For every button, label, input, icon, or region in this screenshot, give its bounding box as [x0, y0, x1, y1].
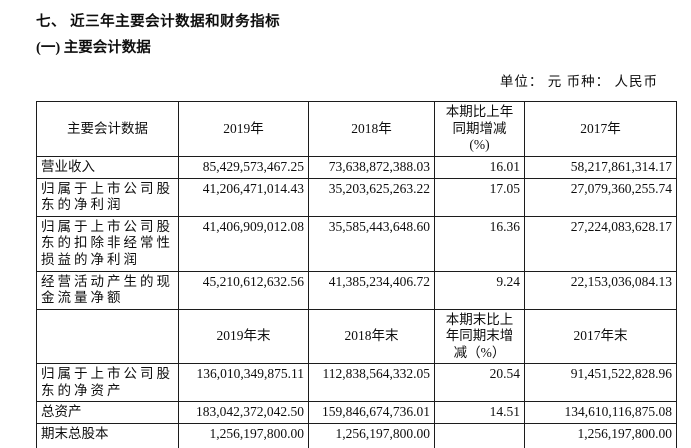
row-label: 归属于上市公司股东的净资产 [36, 363, 179, 402]
row-label: 归属于上市公司股东的扣除非经常性损益的净利润 [36, 215, 179, 272]
header-end-change-pct: 本期末比上 年同期末增 减（%） [434, 308, 525, 364]
table-row-net-profit-excl-nonrecurring: 归属于上市公司股东的扣除非经常性损益的净利润 41,406,909,012.08… [36, 215, 677, 272]
value-2018: 1,256,197,800.00 [308, 423, 435, 448]
value-2019: 1,256,197,800.00 [178, 423, 309, 448]
value-2019: 136,010,349,875.11 [178, 363, 309, 402]
value-change-pct: 9.24 [434, 270, 525, 310]
value-2019: 45,210,612,632.56 [178, 270, 309, 310]
header-main-label: 主要会计数据 [36, 101, 179, 157]
value-2019: 183,042,372,042.50 [178, 401, 309, 424]
value-2017: 134,610,116,875.08 [524, 401, 677, 424]
annual-header-row: 主要会计数据 2019年 2018年 本期比上年 同期增减 (%) 2017年 [36, 101, 677, 157]
value-change-pct: 16.36 [434, 215, 525, 272]
table-row-net-assets: 归属于上市公司股东的净资产 136,010,349,875.11 112,838… [36, 363, 677, 402]
value-2019: 41,406,909,012.08 [178, 215, 309, 272]
table-row-revenue: 营业收入 85,429,573,467.25 73,638,872,388.03… [36, 156, 677, 179]
value-change-pct: 14.51 [434, 401, 525, 424]
table-row-operating-cash-flow: 经营活动产生的现金流量净额 45,210,612,632.56 41,385,2… [36, 270, 677, 310]
value-2017: 58,217,861,314.17 [524, 156, 677, 179]
row-label: 总资产 [36, 401, 179, 424]
value-2018: 112,838,564,332.05 [308, 363, 435, 402]
header-2019-end: 2019年末 [178, 308, 309, 364]
header-2019: 2019年 [178, 101, 309, 157]
value-2017: 1,256,197,800.00 [524, 423, 677, 448]
header-2017: 2017年 [524, 101, 677, 157]
table-row-total-share-capital: 期末总股本 1,256,197,800.00 1,256,197,800.00 … [36, 423, 677, 448]
value-change-pct: 16.01 [434, 156, 525, 179]
table-row-total-assets: 总资产 183,042,372,042.50 159,846,674,736.0… [36, 401, 677, 424]
value-2018: 35,203,625,263.22 [308, 177, 435, 217]
value-2019: 85,429,573,467.25 [178, 156, 309, 179]
header-2017-end: 2017年末 [524, 308, 677, 364]
header-2018: 2018年 [308, 101, 435, 157]
table-row-net-profit: 归属于上市公司股东的净利润 41,206,471,014.43 35,203,6… [36, 177, 677, 217]
value-2017: 91,451,522,828.96 [524, 363, 677, 402]
header-2018-end: 2018年末 [308, 308, 435, 364]
value-2017: 27,079,360,255.74 [524, 177, 677, 217]
value-change-pct: 20.54 [434, 363, 525, 402]
value-2019: 41,206,471,014.43 [178, 177, 309, 217]
value-2017: 22,153,036,084.13 [524, 270, 677, 310]
section-title: 七、 近三年主要会计数据和财务指标 [36, 14, 281, 30]
accounting-data-table: 主要会计数据 2019年 2018年 本期比上年 同期增减 (%) 2017年 … [36, 101, 677, 448]
header-change-pct: 本期比上年 同期增减 (%) [434, 101, 525, 157]
value-2018: 41,385,234,406.72 [308, 270, 435, 310]
subsection-title: (一) 主要会计数据 [36, 40, 151, 56]
header-empty-cell [36, 308, 179, 364]
value-2018: 73,638,872,388.03 [308, 156, 435, 179]
row-label: 经营活动产生的现金流量净额 [36, 270, 179, 310]
unit-currency-note: 单位： 元 币种： 人民币 [499, 74, 658, 89]
row-label: 营业收入 [36, 156, 179, 179]
value-change-pct: 17.05 [434, 177, 525, 217]
row-label: 期末总股本 [36, 423, 179, 448]
value-2017: 27,224,083,628.17 [524, 215, 677, 272]
value-2018: 159,846,674,736.01 [308, 401, 435, 424]
value-change-pct [434, 423, 525, 448]
period-end-header-row: 2019年末 2018年末 本期末比上 年同期末增 减（%） 2017年末 [36, 308, 677, 364]
row-label: 归属于上市公司股东的净利润 [36, 177, 179, 217]
value-2018: 35,585,443,648.60 [308, 215, 435, 272]
